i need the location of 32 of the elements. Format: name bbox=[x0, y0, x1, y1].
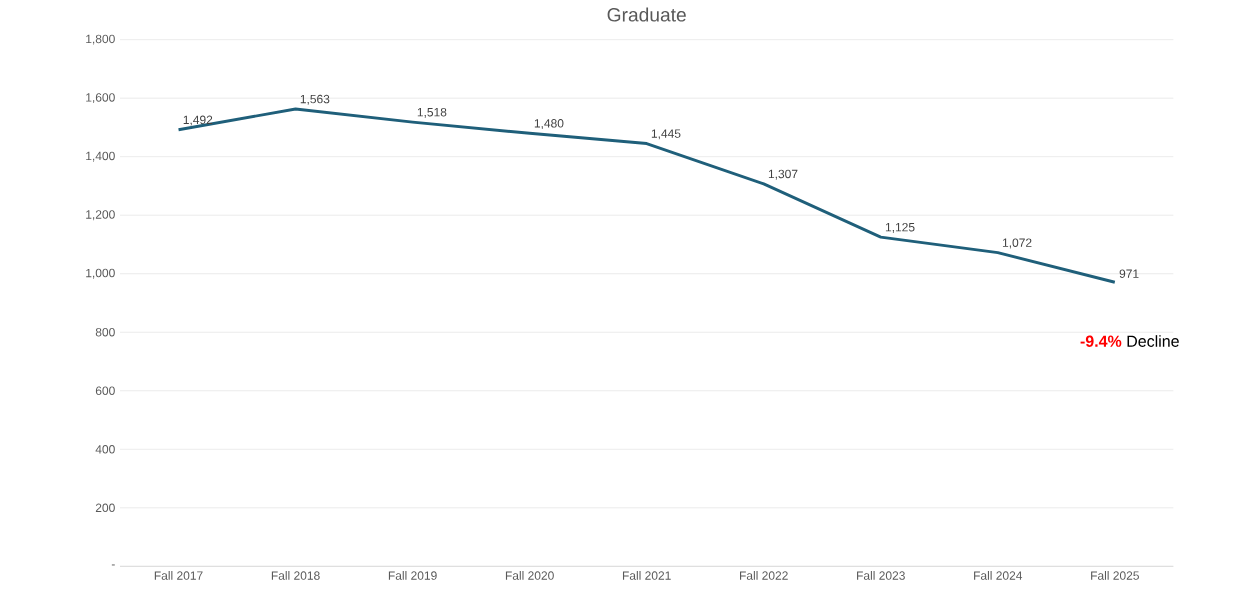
data-label: 1,125 bbox=[885, 222, 915, 233]
data-label: 1,480 bbox=[534, 119, 564, 130]
x-tick-label: Fall 2021 bbox=[622, 571, 671, 580]
y-tick-label: 600 bbox=[95, 386, 115, 396]
x-tick-label: Fall 2023 bbox=[857, 571, 905, 580]
data-label: 1,518 bbox=[417, 107, 447, 118]
data-label: 1,563 bbox=[300, 94, 330, 105]
y-tick-label: 1,000 bbox=[86, 268, 115, 279]
y-tick-label: 1,800 bbox=[86, 34, 115, 45]
data-label: 1,492 bbox=[183, 115, 213, 126]
annotation: -9.4% bbox=[1080, 335, 1122, 347]
y-tick-label: 200 bbox=[95, 503, 115, 513]
x-tick-label: Fall 2022 bbox=[740, 571, 788, 580]
y-tick-label: 1,400 bbox=[86, 151, 115, 162]
y-tick-label: 800 bbox=[95, 327, 115, 337]
y-tick-label: 400 bbox=[95, 445, 115, 454]
x-tick-label: Fall 2018 bbox=[271, 571, 320, 580]
x-tick-label: Fall 2024 bbox=[974, 571, 1023, 580]
x-tick-label: Fall 2025 bbox=[1091, 571, 1139, 580]
x-tick-label: Fall 2017 bbox=[154, 571, 203, 580]
data-label: 1,307 bbox=[768, 169, 798, 180]
y-tick-label: 1,600 bbox=[86, 93, 115, 104]
data-label: 1,072 bbox=[1002, 238, 1032, 249]
annotation: Decline bbox=[1127, 335, 1179, 347]
data-label: 1,445 bbox=[651, 129, 681, 140]
y-tick-label: - bbox=[111, 564, 115, 566]
data-label: 971 bbox=[1119, 269, 1139, 278]
y-tick-label: 1,200 bbox=[86, 210, 115, 221]
x-tick-label: Fall 2019 bbox=[388, 571, 437, 580]
x-tick-label: Fall 2020 bbox=[505, 571, 554, 580]
chart-title: Graduate bbox=[607, 7, 686, 22]
line-series bbox=[177, 107, 1117, 284]
